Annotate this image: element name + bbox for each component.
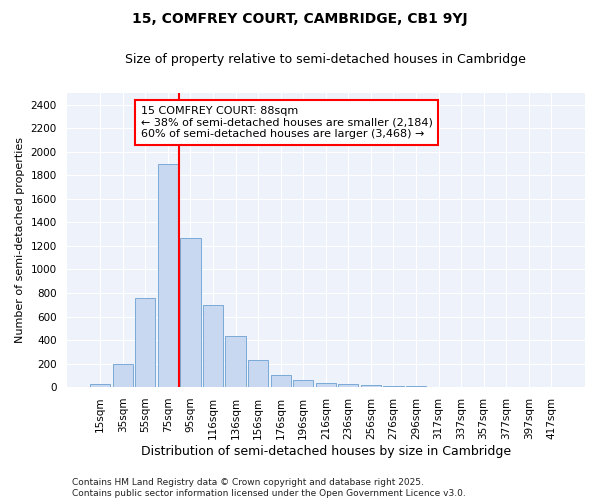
Bar <box>383 386 404 387</box>
Bar <box>316 383 336 387</box>
Y-axis label: Number of semi-detached properties: Number of semi-detached properties <box>15 137 25 343</box>
X-axis label: Distribution of semi-detached houses by size in Cambridge: Distribution of semi-detached houses by … <box>141 444 511 458</box>
Text: 15, COMFREY COURT, CAMBRIDGE, CB1 9YJ: 15, COMFREY COURT, CAMBRIDGE, CB1 9YJ <box>132 12 468 26</box>
Bar <box>406 386 426 387</box>
Bar <box>158 164 178 387</box>
Bar <box>293 380 313 387</box>
Bar <box>248 360 268 387</box>
Bar <box>135 298 155 387</box>
Bar <box>361 385 381 387</box>
Bar <box>338 384 358 387</box>
Bar <box>113 364 133 387</box>
Text: 15 COMFREY COURT: 88sqm
← 38% of semi-detached houses are smaller (2,184)
60% of: 15 COMFREY COURT: 88sqm ← 38% of semi-de… <box>141 106 433 139</box>
Title: Size of property relative to semi-detached houses in Cambridge: Size of property relative to semi-detach… <box>125 52 526 66</box>
Bar <box>90 384 110 387</box>
Bar <box>203 306 223 387</box>
Bar <box>271 374 291 387</box>
Bar <box>226 336 246 387</box>
Text: Contains HM Land Registry data © Crown copyright and database right 2025.
Contai: Contains HM Land Registry data © Crown c… <box>72 478 466 498</box>
Bar <box>181 238 200 387</box>
